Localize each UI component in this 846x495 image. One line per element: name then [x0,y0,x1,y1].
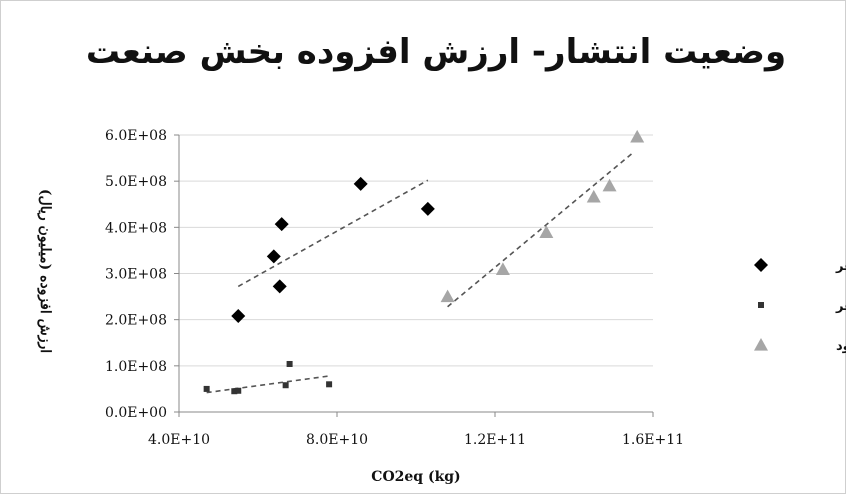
trendlines [206,151,634,394]
x-tick-label: 8.0E+10 [306,432,368,448]
data-point-series-1 [272,279,287,294]
data-point-series-2 [326,381,333,388]
trendline-series-2 [206,375,330,394]
legend-label-series-2: کمتر از ۱۰ نفر [835,299,846,314]
data-point-series-2 [203,385,210,392]
data-point-series-3 [602,178,617,192]
legend-marker-series-3 [754,338,768,351]
data-point-series-3 [539,225,554,239]
data-point-series-2 [282,382,289,389]
x-tick-label: 1.2E+11 [464,432,526,448]
trendline-series-3 [447,151,634,308]
trendline-series-1 [237,179,429,288]
data-point-series-1 [266,249,281,264]
data-point-series-3 [440,289,455,303]
legend-marker-series-1 [754,258,768,272]
grid-lines [179,134,653,367]
y-tick-label: 4.0E+08 [105,220,167,236]
data-points [203,129,645,395]
y-tick-label: 1.0E+08 [105,359,167,375]
y-axis-label: ارزش افزوده (میلیون ریال) [37,189,53,353]
axes [174,134,654,417]
data-point-series-2 [286,360,293,367]
data-point-series-2 [231,388,238,395]
tick-labels: 0.0E+00 1.0E+08 2.0E+08 3.0E+08 4.0E+08 5.0E+… [105,128,684,448]
y-tick-label: 0.0E+00 [105,405,167,421]
data-point-series-3 [586,189,601,203]
legend-marker-series-2 [758,302,764,308]
x-axis-label: CO2eq (kg) [371,469,460,485]
y-tick-label: 2.0E+08 [105,313,167,329]
legend-label-series-3: وضع موجود [836,339,846,354]
y-tick-label: 6.0E+08 [105,128,167,144]
data-point-series-3 [630,129,645,143]
x-tick-label: 4.0E+10 [148,432,210,448]
data-point-series-3 [495,262,510,275]
chart-title: وضعیت انتشار- ارزش افزوده بخش صنعت [86,32,786,72]
legend: بیش از ۱۰ نفر کمتر از ۱۰ نفر وضع موجود [754,258,846,354]
data-point-series-1 [420,201,435,216]
legend-label-series-1: بیش از ۱۰ نفر [835,259,846,274]
data-point-series-1 [274,217,289,232]
data-point-series-1 [353,176,368,191]
y-tick-label: 5.0E+08 [105,174,167,190]
data-point-series-1 [231,308,246,323]
y-tick-label: 3.0E+08 [105,267,167,283]
x-tick-label: 1.6E+11 [622,432,684,448]
data-point-series-2 [235,387,242,394]
